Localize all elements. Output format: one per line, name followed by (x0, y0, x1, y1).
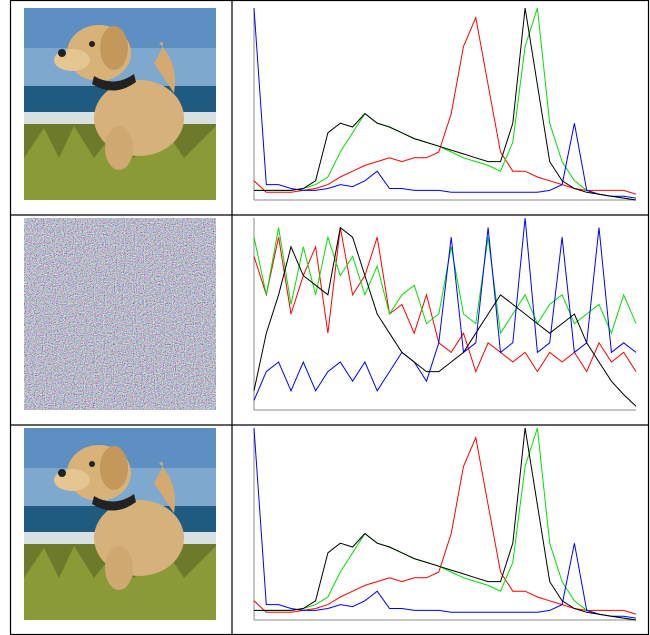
histogram-line (253, 227, 637, 335)
histogram-line (253, 427, 637, 619)
histogram-line (253, 226, 637, 407)
histogram-line (253, 217, 637, 401)
histogram-line (253, 7, 637, 199)
histogram-line (254, 427, 637, 621)
noise-image (24, 218, 216, 410)
histogram-line (253, 227, 637, 374)
dog-image (24, 8, 216, 200)
histogram-line (253, 435, 637, 615)
histogram-line (254, 427, 637, 621)
dog-image (24, 428, 216, 620)
histogram-line (254, 7, 637, 201)
histogram-line (253, 15, 637, 195)
histogram-line (254, 7, 637, 201)
